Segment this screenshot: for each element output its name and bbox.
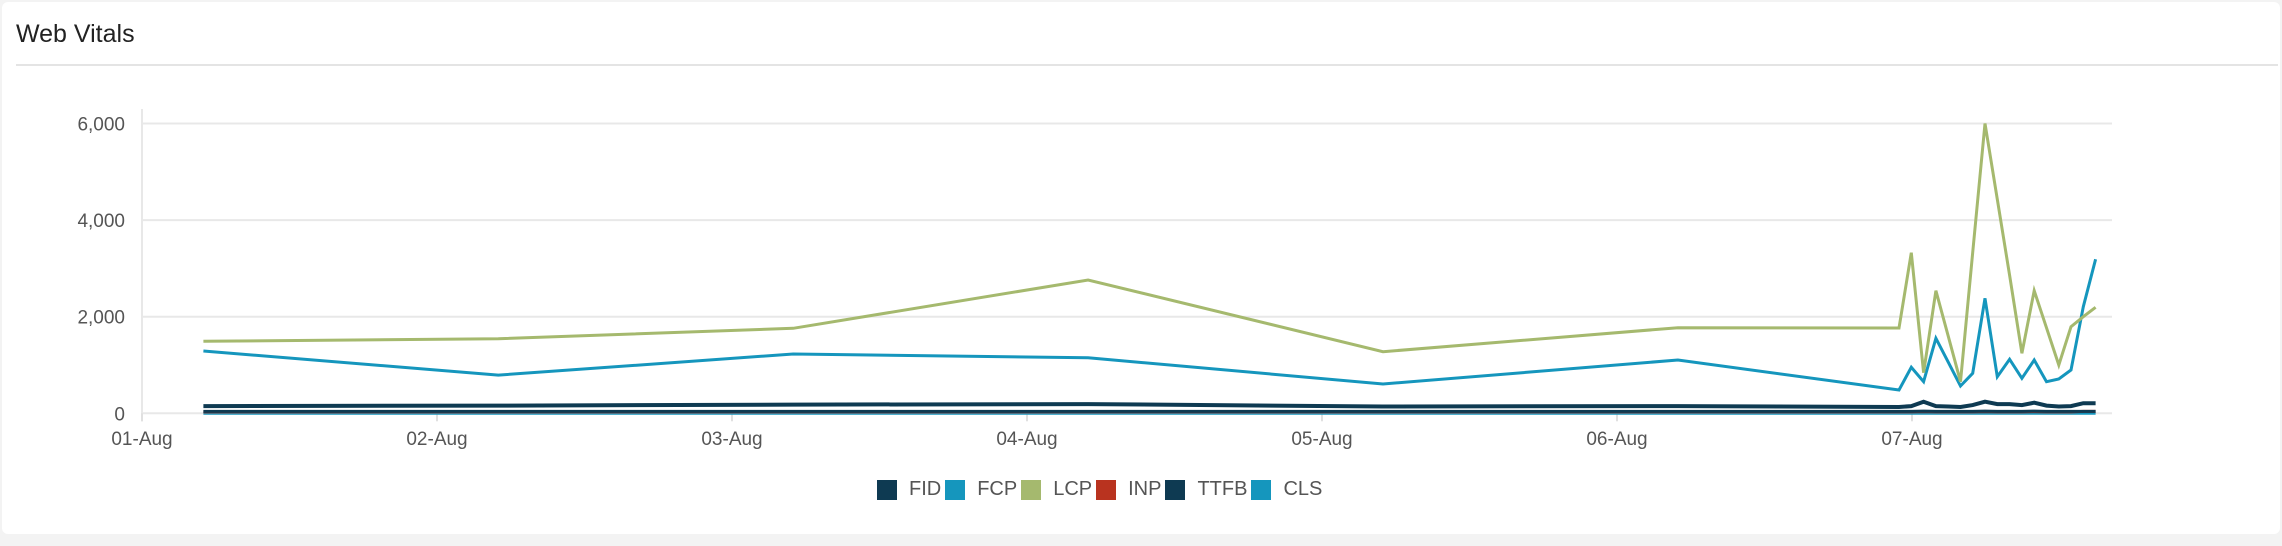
legend-item-fcp[interactable]: FCP bbox=[945, 478, 1021, 501]
legend-swatch bbox=[1096, 479, 1117, 500]
series-line-lcp bbox=[203, 123, 2097, 383]
legend-label: TTFB bbox=[1197, 478, 1248, 500]
legend-label: FCP bbox=[977, 478, 1018, 500]
web-vitals-card: Web Vitals bbox=[2, 2, 2280, 534]
legend-swatch bbox=[945, 479, 966, 500]
legend-swatch bbox=[1165, 479, 1186, 500]
y-tick-label: 0 bbox=[114, 404, 125, 425]
legend-label: LCP bbox=[1053, 478, 1093, 500]
legend-item-ttfb[interactable]: TTFB bbox=[1165, 478, 1251, 501]
y-tick-label: 6,000 bbox=[77, 114, 125, 135]
x-tick-label: 05-Aug bbox=[1291, 429, 1352, 450]
x-tick-label: 06-Aug bbox=[1586, 429, 1647, 450]
legend-item-inp[interactable]: INP bbox=[1096, 478, 1165, 501]
y-tick-label: 2,000 bbox=[77, 308, 125, 329]
legend-label: CLS bbox=[1283, 478, 1323, 500]
chart-legend: FID FCP LCP INP TTFB CLS bbox=[877, 478, 1326, 501]
legend-item-cls[interactable]: CLS bbox=[1251, 478, 1326, 501]
legend-item-fid[interactable]: FID bbox=[877, 478, 945, 501]
legend-label: INP bbox=[1128, 478, 1162, 500]
x-tick-label: 07-Aug bbox=[1881, 429, 1942, 450]
legend-swatch bbox=[877, 479, 897, 500]
x-tick-label: 02-Aug bbox=[406, 429, 467, 450]
legend-label: FID bbox=[909, 478, 942, 500]
legend-swatch bbox=[1021, 479, 1042, 500]
y-tick-label: 4,000 bbox=[77, 211, 125, 232]
x-tick-label: 03-Aug bbox=[701, 429, 762, 450]
x-tick-label: 04-Aug bbox=[996, 429, 1057, 450]
legend-item-lcp[interactable]: LCP bbox=[1021, 478, 1096, 501]
series-line-ttfb bbox=[203, 399, 2096, 410]
series-line-fcp bbox=[203, 258, 2098, 392]
card-title: Web Vitals bbox=[16, 20, 135, 48]
legend-swatch bbox=[1251, 479, 1272, 500]
header-divider bbox=[16, 64, 2278, 66]
x-tick-label: 01-Aug bbox=[111, 429, 172, 450]
